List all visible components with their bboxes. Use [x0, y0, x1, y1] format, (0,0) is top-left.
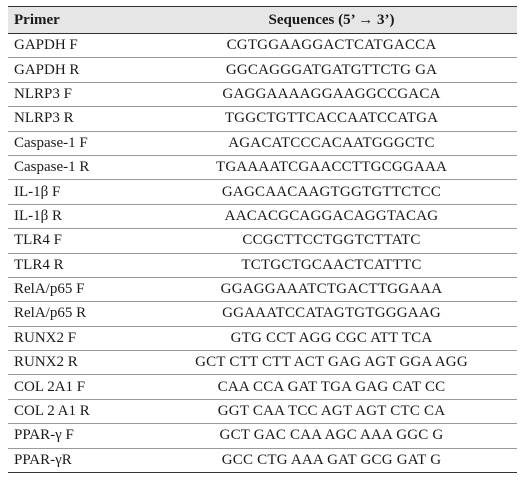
primer-sequence: GGCAGGGATGATGTTCTG GA: [146, 57, 517, 83]
primer-name: RUNX2 R: [8, 350, 146, 376]
table-row: RUNX2 F GTG CCT AGG CGC ATT TCA: [8, 326, 517, 352]
primer-sequence: GGAAATCCATAGTGTGGGAAG: [146, 301, 517, 327]
primer-name: RUNX2 F: [8, 326, 146, 352]
primer-name: NLRP3 F: [8, 82, 146, 108]
table-row: RelA/p65 F GGAGGAAATCTGACTTGGAAA: [8, 277, 517, 303]
header-row: Primer Sequences (5’ → 3’): [8, 6, 517, 34]
primer-name: NLRP3 R: [8, 106, 146, 132]
primer-name: IL-1β F: [8, 179, 146, 205]
primer-sequence: GGAGGAAATCTGACTTGGAAA: [146, 277, 517, 303]
primer-name: TLR4 F: [8, 228, 146, 254]
primer-name: Caspase-1 R: [8, 155, 146, 181]
table-row: IL-1β F GAGCAACAAGTGGTGTTCTCC: [8, 179, 517, 205]
table-row: Caspase-1 R TGAAAATCGAACCTTGCGGAAA: [8, 155, 517, 181]
primer-name: PPAR-γ F: [8, 423, 146, 449]
table-row: PPAR-γR GCC CTG AAA GAT GCG GAT G: [8, 448, 517, 474]
table-header: Primer Sequences (5’ → 3’): [8, 6, 517, 34]
table-row: NLRP3 F GAGGAAAAGGAAGGCCGACA: [8, 82, 517, 108]
primer-sequence: AACACGCAGGACAGGTACAG: [146, 204, 517, 230]
table-row: NLRP3 R TGGCTGTTCACCAATCCATGA: [8, 106, 517, 132]
table-row: TLR4 R TCTGCTGCAACTCATTTC: [8, 253, 517, 278]
primer-sequence: CCGCTTCCTGGTCTTATC: [146, 228, 517, 254]
primer-sequence: GTG CCT AGG CGC ATT TCA: [146, 326, 517, 352]
primer-sequence: TGAAAATCGAACCTTGCGGAAA: [146, 155, 517, 181]
table-row: PPAR-γ F GCT GAC CAA AGC AAA GGC G: [8, 423, 517, 449]
primer-sequence: GGT CAA TCC AGT AGT CTC CA: [146, 399, 517, 425]
primer-name: TLR4 R: [8, 253, 146, 278]
primer-name: GAPDH F: [8, 33, 146, 59]
primer-sequence: GCT CTT CTT ACT GAG AGT GGA AGG: [146, 350, 517, 376]
primer-sequence: TGGCTGTTCACCAATCCATGA: [146, 106, 517, 132]
primer-name: RelA/p65 R: [8, 301, 146, 327]
primer-sequence: GAGCAACAAGTGGTGTTCTCC: [146, 179, 517, 205]
table-row: TLR4 F CCGCTTCCTGGTCTTATC: [8, 228, 517, 254]
primer-table: Primer Sequences (5’ → 3’) GAPDH F CGTGG…: [8, 6, 517, 474]
primer-sequence: AGACATCCCACAATGGGCTC: [146, 131, 517, 156]
primer-sequence: GAGGAAAAGGAAGGCCGACA: [146, 82, 517, 108]
primer-name: Caspase-1 F: [8, 131, 146, 156]
primer-name: RelA/p65 F: [8, 277, 146, 303]
primer-table-container: Primer Sequences (5’ → 3’) GAPDH F CGTGG…: [8, 6, 517, 474]
primer-column-header: Primer: [8, 6, 146, 34]
primer-sequence: GCT GAC CAA AGC AAA GGC G: [146, 423, 517, 449]
table-row: GAPDH R GGCAGGGATGATGTTCTG GA: [8, 57, 517, 83]
table-row: COL 2A1 F CAA CCA GAT TGA GAG CAT CC: [8, 374, 517, 400]
primer-name: COL 2A1 F: [8, 374, 146, 400]
primer-name: IL-1β R: [8, 204, 146, 230]
sequences-column-header: Sequences (5’ → 3’): [146, 6, 517, 34]
table-row: GAPDH F CGTGGAAGGACTCATGACCA: [8, 33, 517, 59]
table-row: COL 2 A1 R GGT CAA TCC AGT AGT CTC CA: [8, 399, 517, 425]
table-row: RelA/p65 R GGAAATCCATAGTGTGGGAAG: [8, 301, 517, 327]
primer-sequence: GCC CTG AAA GAT GCG GAT G: [146, 448, 517, 474]
table-row: RUNX2 R GCT CTT CTT ACT GAG AGT GGA AGG: [8, 350, 517, 376]
table-body: GAPDH F CGTGGAAGGACTCATGACCA GAPDH R GGC…: [8, 33, 517, 474]
table-row: Caspase-1 F AGACATCCCACAATGGGCTC: [8, 131, 517, 156]
primer-name: GAPDH R: [8, 57, 146, 83]
table-row: IL-1β R AACACGCAGGACAGGTACAG: [8, 204, 517, 230]
primer-name: COL 2 A1 R: [8, 399, 146, 425]
primer-sequence: CAA CCA GAT TGA GAG CAT CC: [146, 374, 517, 400]
primer-name: PPAR-γR: [8, 448, 146, 474]
primer-sequence: TCTGCTGCAACTCATTTC: [146, 253, 517, 278]
primer-sequence: CGTGGAAGGACTCATGACCA: [146, 33, 517, 59]
